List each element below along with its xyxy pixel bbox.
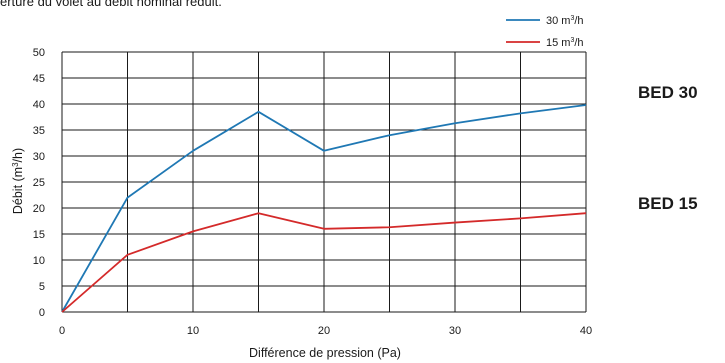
- y-tick-label: 45: [33, 73, 45, 85]
- y-tick-label: 50: [33, 47, 45, 59]
- x-tick-label: 10: [187, 325, 199, 337]
- figure-caption: erture du volet au débit nominal réduit.: [0, 0, 222, 9]
- model-label-bed-15: BED 15: [638, 194, 698, 213]
- legend-label-0: 30 m3/h: [546, 15, 584, 27]
- y-tick-label: 40: [33, 99, 45, 111]
- x-tick-label: 20: [318, 325, 330, 337]
- y-tick-label: 20: [33, 203, 45, 215]
- y-tick-label: 5: [39, 281, 45, 293]
- series-line-0: [61, 104, 587, 313]
- legend-label-1: 15 m3/h: [546, 37, 584, 49]
- y-tick-labels: 0 5 10 15 20 25 30 35 40 45 50: [33, 47, 45, 319]
- chart-lines: [61, 104, 587, 313]
- x-tick-label: 30: [449, 325, 461, 337]
- x-tick-labels: 0 10 20 30 40: [59, 325, 592, 337]
- x-tick-label: 0: [59, 325, 65, 337]
- x-tick-label: 40: [580, 325, 592, 337]
- y-tick-label: 10: [33, 255, 45, 267]
- y-tick-label: 35: [33, 125, 45, 137]
- y-tick-label: 30: [33, 151, 45, 163]
- y-tick-label: 15: [33, 229, 45, 241]
- x-axis-label: Différence de pression (Pa): [249, 346, 401, 360]
- model-label-bed-30: BED 30: [638, 83, 698, 102]
- chart-grid: [61, 51, 587, 313]
- y-tick-label: 25: [33, 177, 45, 189]
- legend: 30 m3/h 15 m3/h: [506, 15, 584, 49]
- series-line-1: [61, 212, 587, 313]
- y-tick-label: 0: [39, 307, 45, 319]
- y-axis-label: Débit (m3/h): [11, 148, 25, 214]
